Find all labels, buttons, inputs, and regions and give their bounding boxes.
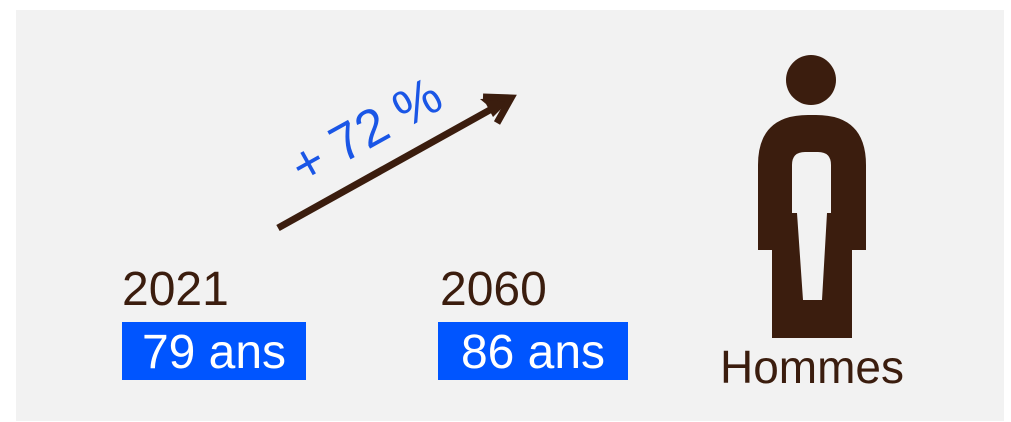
start-value-box xyxy=(122,322,306,380)
arrow-shaft xyxy=(276,102,499,232)
end-value: 86 ans xyxy=(461,326,605,379)
start-year: 2021 xyxy=(122,263,229,316)
group-label: Hommes xyxy=(720,341,904,393)
trend-arrow xyxy=(276,93,517,232)
arrow-head xyxy=(480,98,511,117)
arrow-head-outline xyxy=(482,93,517,125)
person-head xyxy=(786,55,836,105)
end-year: 2060 xyxy=(440,263,547,316)
person-body xyxy=(758,115,866,338)
start-value: 79 ans xyxy=(142,326,286,379)
end-value-box xyxy=(438,322,628,380)
person-icon xyxy=(758,55,866,338)
